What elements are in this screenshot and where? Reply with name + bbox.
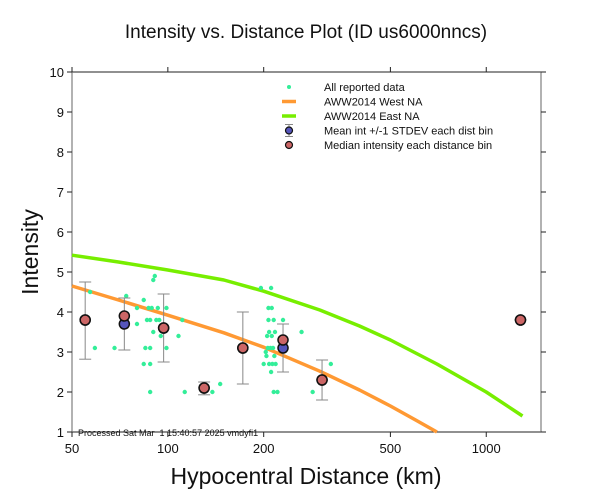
median-marker xyxy=(514,314,527,326)
data-point xyxy=(164,305,169,311)
median-marker xyxy=(79,314,91,326)
data-point xyxy=(268,369,274,375)
data-point xyxy=(217,381,223,387)
y-tick-label: 8 xyxy=(57,145,64,160)
data-point xyxy=(328,361,334,367)
x-axis-label: Hypocentral Distance (km) xyxy=(171,463,442,489)
data-point xyxy=(134,305,140,311)
data-point xyxy=(258,285,264,291)
data-point xyxy=(272,329,278,335)
data-point xyxy=(263,349,268,355)
data-point xyxy=(158,333,163,339)
east-na-curve xyxy=(71,253,524,418)
x-tick-label: 50 xyxy=(65,441,79,456)
data-point xyxy=(280,317,286,323)
data-point xyxy=(269,333,274,339)
data-point xyxy=(144,317,150,323)
data-point xyxy=(147,317,153,323)
data-point xyxy=(266,305,271,311)
median-marker xyxy=(316,374,328,386)
legend-label: Mean int +/-1 STDEV each dist bin xyxy=(324,126,493,138)
data-point xyxy=(210,389,215,395)
data-point xyxy=(155,305,161,311)
west-na-curve xyxy=(71,284,438,434)
y-tick-label: 3 xyxy=(57,345,64,360)
data-point xyxy=(124,293,129,299)
median-marker xyxy=(237,342,249,354)
legend-swatch-all-data xyxy=(287,85,291,89)
median-marker xyxy=(198,382,210,394)
data-point xyxy=(176,333,181,339)
x-tick-label: 100 xyxy=(157,441,179,456)
median-marker xyxy=(118,310,131,322)
data-point xyxy=(182,389,187,395)
data-point xyxy=(134,321,140,327)
y-tick-label: 9 xyxy=(57,105,64,120)
data-point xyxy=(151,329,156,335)
data-point xyxy=(164,345,169,351)
y-axis-label: Intensity xyxy=(17,209,43,295)
data-point xyxy=(273,361,278,367)
data-point xyxy=(264,333,270,339)
plot-frame xyxy=(71,71,542,433)
data-point xyxy=(266,361,272,367)
legend-label: AWW2014 East NA xyxy=(324,111,420,123)
data-point xyxy=(310,389,315,395)
bin-markers xyxy=(79,310,527,394)
chart-title: Intensity vs. Distance Plot (ID us6000nn… xyxy=(125,22,487,43)
y-tick-label: 4 xyxy=(57,305,64,320)
y-tick-label: 1 xyxy=(57,425,64,440)
y-tick-label: 7 xyxy=(57,185,64,200)
data-point xyxy=(151,277,156,283)
legend-label: All reported data xyxy=(324,82,406,94)
data-point xyxy=(152,273,158,279)
data-point xyxy=(272,353,277,359)
processed-footnote: Processed Sat Mar 1 15:40:57 2025 vmdyfi… xyxy=(78,428,258,438)
x-tick-label: 200 xyxy=(253,441,275,456)
data-point xyxy=(271,317,276,323)
data-point xyxy=(269,305,274,311)
data-point xyxy=(147,345,153,351)
data-point xyxy=(264,353,269,359)
data-point xyxy=(261,361,266,367)
data-point xyxy=(112,345,117,351)
data-point xyxy=(180,317,185,323)
data-point xyxy=(266,329,272,335)
data-point xyxy=(92,345,98,351)
data-point xyxy=(270,361,275,367)
legend-label: AWW2014 West NA xyxy=(324,97,423,109)
x-tick-label: 1000 xyxy=(472,441,501,456)
legend-swatch-mean xyxy=(284,126,294,135)
data-point xyxy=(268,285,274,291)
data-point xyxy=(299,329,304,335)
x-tick-label: 500 xyxy=(380,441,402,456)
y-tick-label: 5 xyxy=(57,265,64,280)
data-point xyxy=(147,361,153,367)
data-point xyxy=(149,305,154,311)
data-point xyxy=(87,289,93,295)
y-tick-label: 6 xyxy=(57,225,64,240)
y-tick-label: 10 xyxy=(50,65,64,80)
legend-label: Median intensity each distance bin xyxy=(324,140,492,152)
y-tick-label: 2 xyxy=(57,385,64,400)
data-point xyxy=(271,389,276,395)
data-point xyxy=(141,361,146,367)
data-point xyxy=(157,317,162,323)
data-point xyxy=(275,389,280,395)
data-point xyxy=(147,389,153,395)
data-point xyxy=(270,345,276,351)
data-point xyxy=(266,317,271,323)
data-point xyxy=(141,297,146,303)
all-data-points xyxy=(87,273,334,395)
legend-swatch-median xyxy=(284,140,294,150)
y-axis: 1 2 3 4 5 6 7 8 9 10 xyxy=(50,65,546,440)
median-marker xyxy=(157,322,170,334)
median-marker xyxy=(277,334,289,346)
x-axis: 50 100 200 500 1000 xyxy=(65,67,501,456)
data-point xyxy=(143,345,148,351)
model-curves xyxy=(71,253,524,434)
legend: All reported data AWW2014 West NA AWW2014 … xyxy=(282,82,493,152)
data-point xyxy=(146,305,151,311)
